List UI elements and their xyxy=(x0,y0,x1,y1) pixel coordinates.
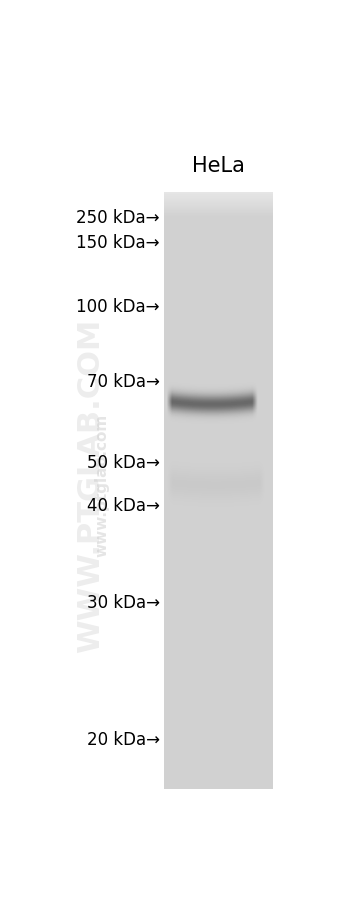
Text: WWW.PTGLAB.COM: WWW.PTGLAB.COM xyxy=(76,318,105,652)
Text: 250 kDa→: 250 kDa→ xyxy=(77,208,160,226)
Text: 30 kDa→: 30 kDa→ xyxy=(87,594,160,612)
Text: 150 kDa→: 150 kDa→ xyxy=(77,234,160,252)
Text: 70 kDa→: 70 kDa→ xyxy=(87,373,160,391)
Text: 100 kDa→: 100 kDa→ xyxy=(77,298,160,316)
Text: 50 kDa→: 50 kDa→ xyxy=(87,453,160,471)
Text: HeLa: HeLa xyxy=(192,156,245,176)
Text: 20 kDa→: 20 kDa→ xyxy=(87,730,160,748)
Text: www.ptglab.com: www.ptglab.com xyxy=(94,414,109,557)
Text: 40 kDa→: 40 kDa→ xyxy=(87,497,160,515)
